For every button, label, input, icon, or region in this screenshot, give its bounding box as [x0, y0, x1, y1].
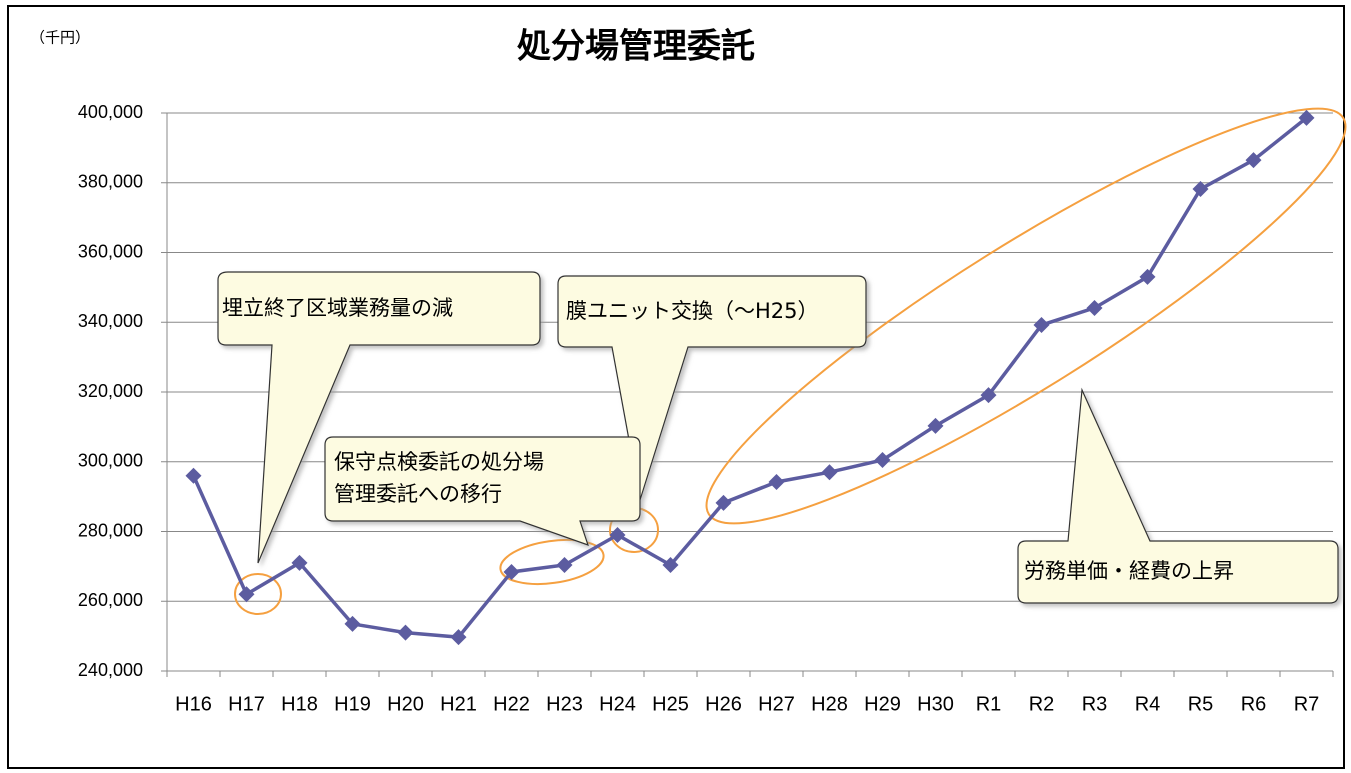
- y-tick-label: 240,000: [78, 660, 143, 680]
- annotations: 埋立終了区域業務量の減 膜ユニット交換（～H25） 保守点検委託の処分場管理委託への…: [222, 296, 1234, 583]
- x-tick-label: R4: [1135, 693, 1161, 715]
- data-point: [768, 473, 785, 490]
- highlight-ellipse: [499, 538, 605, 586]
- x-tick-label: H23: [546, 693, 583, 715]
- data-point: [609, 526, 626, 543]
- x-tick-label: H30: [917, 693, 954, 715]
- series-line: [191, 116, 1308, 639]
- annotation: 管理委託への移行: [334, 482, 502, 506]
- data-point: [874, 452, 891, 469]
- data-point: [1086, 299, 1103, 316]
- grid: 240,000 260,000 280,000 300,000 320,000 340,0…: [78, 102, 1334, 715]
- x-tick-label: H21: [440, 693, 477, 715]
- callouts: [217, 271, 1339, 604]
- callout: [1017, 387, 1339, 604]
- x-tick-label: R6: [1241, 693, 1267, 715]
- x-tick-label: H25: [652, 693, 689, 715]
- y-tick-label: 300,000: [78, 451, 143, 471]
- x-tick-label: H29: [864, 693, 901, 715]
- data-point: [1033, 317, 1050, 334]
- data-point: [1192, 181, 1209, 198]
- unit-label: （千円）: [30, 29, 90, 47]
- highlight-ellipses: [234, 107, 1347, 615]
- data-point: [1298, 109, 1315, 126]
- x-tick-label: H19: [334, 693, 371, 715]
- data-point: [185, 467, 202, 484]
- y-tick-label: 280,000: [78, 520, 143, 540]
- x-tick-label: R5: [1188, 693, 1214, 715]
- x-tick-label: H16: [175, 693, 212, 715]
- x-tick-label: R2: [1029, 693, 1055, 715]
- data-point: [662, 556, 679, 573]
- data-point: [450, 629, 467, 646]
- x-tick-label: H27: [758, 693, 795, 715]
- x-tick-label: H24: [599, 693, 636, 715]
- highlight-ellipse: [705, 107, 1347, 525]
- x-tick-label: H26: [705, 693, 742, 715]
- data-point: [1139, 268, 1156, 285]
- annotation: 労務単価・経費の上昇: [1024, 559, 1234, 583]
- annotation: 膜ユニット交換（～H25）: [566, 299, 819, 323]
- y-tick-label: 360,000: [78, 241, 143, 261]
- x-tick-label: R1: [976, 693, 1002, 715]
- series: [185, 109, 1315, 646]
- callout: [324, 436, 641, 546]
- x-tick-label: H22: [493, 693, 530, 715]
- data-point: [556, 556, 573, 573]
- data-point: [344, 615, 361, 632]
- highlight-ellipse: [234, 573, 282, 615]
- annotation: 埋立終了区域業務量の減: [222, 296, 453, 320]
- y-tick-label: 380,000: [78, 172, 143, 192]
- data-point: [238, 586, 255, 603]
- y-tick-label: 400,000: [78, 102, 143, 122]
- x-tick-label: R3: [1082, 693, 1108, 715]
- annotation: 保守点検委託の処分場: [334, 450, 544, 474]
- x-tick-label: H17: [228, 693, 265, 715]
- data-point: [291, 554, 308, 571]
- x-tick-label: H18: [281, 693, 318, 715]
- data-point: [821, 464, 838, 481]
- x-tick-label: R7: [1294, 693, 1320, 715]
- data-point: [927, 417, 944, 434]
- x-tick-label: H28: [811, 693, 848, 715]
- data-point: [715, 494, 732, 511]
- chart-title: 処分場管理委託: [517, 27, 755, 67]
- y-tick-label: 320,000: [78, 381, 143, 401]
- data-point: [980, 387, 997, 404]
- data-point: [397, 624, 414, 641]
- y-tick-label: 260,000: [78, 590, 143, 610]
- x-tick-label: H20: [387, 693, 424, 715]
- y-tick-label: 340,000: [78, 311, 143, 331]
- callout: [217, 271, 541, 564]
- data-point: [1245, 152, 1262, 169]
- data-point: [503, 563, 520, 580]
